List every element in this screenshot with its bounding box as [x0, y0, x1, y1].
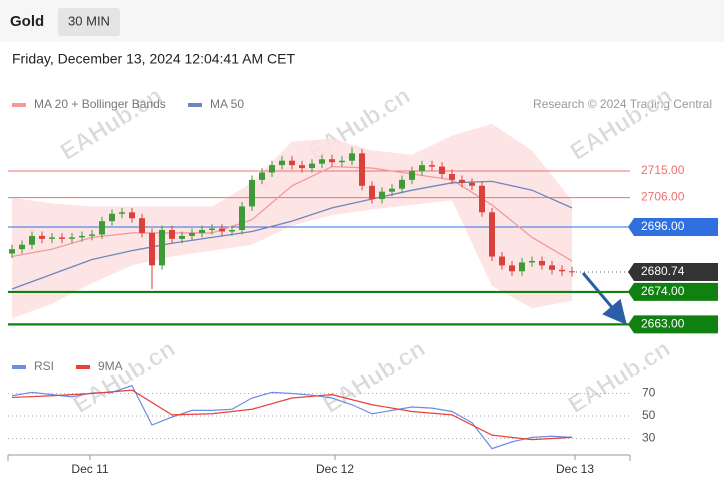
level-tag: [628, 315, 718, 334]
candle-body: [299, 165, 305, 169]
watermark: EAHub.cn: [56, 82, 168, 166]
candle-body: [259, 172, 265, 180]
candle-body: [459, 179, 465, 183]
y-tick-label: 50: [642, 408, 656, 422]
candle-body: [369, 185, 375, 200]
level-label: 2680.74: [641, 264, 685, 278]
candle-body: [539, 260, 545, 266]
legend-label: 9MA: [98, 359, 123, 373]
legend-swatch: [76, 365, 90, 369]
moving-average: [11, 165, 573, 262]
candle-body: [109, 213, 115, 222]
candle-body: [169, 230, 175, 239]
candle-body: [79, 235, 85, 238]
forecast-arrow: [581, 272, 627, 325]
x-tick-label: Dec 12: [316, 462, 354, 476]
watermark: EAHub.cn: [319, 335, 431, 419]
candle-body: [139, 218, 145, 233]
timeframe[interactable]: 30 MIN: [68, 13, 110, 28]
candle-body: [409, 171, 415, 180]
candle-body: [119, 212, 125, 214]
candle-body: [329, 159, 335, 163]
candle-body: [469, 182, 475, 186]
legend-label: MA 50: [210, 97, 244, 111]
candle-body: [479, 185, 485, 213]
y-tick-label: 30: [642, 431, 656, 445]
legend-label: MA 20 + Bollinger Bands: [34, 97, 166, 111]
candle-body: [549, 265, 555, 270]
x-tick-label: Dec 13: [556, 462, 594, 476]
legend-swatch: [12, 365, 26, 369]
level-label: 2715.00: [641, 163, 685, 177]
candle-body: [309, 163, 315, 169]
candle-body: [439, 166, 445, 174]
candle-body: [49, 237, 55, 239]
candle-body: [149, 232, 155, 266]
candle-body: [489, 212, 495, 257]
watermark: EAHub.cn: [69, 335, 181, 419]
legend-label: RSI: [34, 359, 54, 373]
candle-body: [419, 165, 425, 172]
candle-body: [289, 160, 295, 166]
legend-swatch: [188, 103, 202, 107]
candle-body: [319, 159, 325, 164]
watermark: EAHub.cn: [564, 335, 676, 419]
candle-body: [529, 260, 535, 263]
legend-swatch: [12, 103, 26, 107]
series-line: [11, 389, 573, 441]
level-label: 2706.00: [641, 190, 685, 204]
candle-body: [9, 249, 15, 254]
level-label: 2663.00: [641, 317, 685, 331]
candle-body: [399, 179, 405, 189]
candle-body: [429, 165, 435, 167]
candle-body: [19, 244, 25, 250]
level-label: 2696.00: [641, 219, 685, 233]
candle-body: [199, 230, 205, 233]
candle-body: [129, 212, 135, 219]
candle-body: [229, 230, 235, 232]
candle-body: [499, 256, 505, 266]
candle-body: [349, 153, 355, 161]
candle-body: [559, 269, 565, 272]
candle-body: [69, 237, 75, 239]
candle-body: [189, 232, 195, 236]
candle-body: [29, 235, 35, 245]
moving-average: [11, 180, 573, 290]
candle-body: [249, 179, 255, 207]
y-tick-label: 70: [642, 386, 656, 400]
candle-body: [59, 237, 65, 239]
credit: Research © 2024 Trading Central: [533, 97, 712, 111]
candle-body: [389, 188, 395, 192]
level-tag: [628, 282, 718, 301]
level-tag: [628, 218, 718, 237]
candle-body: [359, 153, 365, 186]
candle-body: [209, 228, 215, 230]
symbol: Gold: [10, 13, 44, 30]
candle-body: [159, 230, 165, 266]
watermark: EAHub.cn: [566, 82, 678, 166]
candle-body: [509, 265, 515, 272]
candle-body: [99, 221, 105, 235]
level-label: 2674.00: [641, 284, 685, 298]
candle-body: [39, 235, 45, 239]
candle-body: [519, 262, 525, 272]
x-tick-label: Dec 11: [71, 462, 108, 476]
datetime: Friday, December 13, 2024 12:04:41 AM CE…: [12, 51, 295, 67]
candle-body: [279, 160, 285, 166]
candle-body: [179, 235, 185, 239]
candle-body: [449, 173, 455, 180]
level-tag: [628, 263, 718, 282]
timeframe-badge[interactable]: [58, 8, 120, 36]
candle-body: [269, 165, 275, 173]
candle-body: [89, 234, 95, 236]
candle-body: [239, 206, 245, 230]
candle-body: [339, 160, 345, 163]
candle-body: [219, 228, 225, 232]
candle-body: [569, 271, 575, 273]
candle-body: [379, 191, 385, 200]
header-bar: [0, 0, 724, 42]
